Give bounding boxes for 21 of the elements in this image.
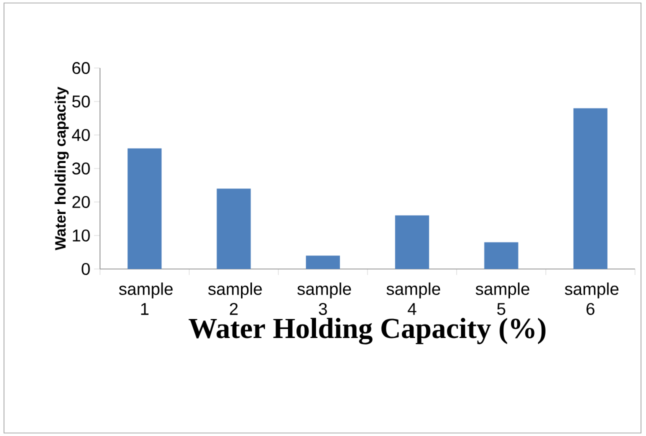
bar <box>128 148 162 269</box>
bar <box>573 108 608 269</box>
x-tick-label: sample 3 <box>297 282 351 315</box>
y-tick-label: 30 <box>72 162 90 175</box>
bar <box>216 188 251 269</box>
x-tick-label: sample 6 <box>564 282 618 315</box>
y-tick-label: 20 <box>72 196 90 208</box>
y-tick-label: 10 <box>72 229 90 242</box>
x-tick-label: sample 1 <box>119 282 173 315</box>
bar <box>484 242 518 269</box>
y-tick-label: 0 <box>82 262 90 276</box>
x-axis-title: Water Holding Capacity (%) <box>188 318 546 344</box>
bar <box>395 215 430 269</box>
y-tick-label: 40 <box>72 128 90 142</box>
x-tick-label: sample 4 <box>386 282 440 315</box>
x-tick-label: sample 5 <box>476 282 530 315</box>
y-tick-label: 50 <box>72 95 90 108</box>
x-tick-label: sample 2 <box>208 282 262 315</box>
y-tick-label: 60 <box>72 62 90 74</box>
bar <box>306 256 340 269</box>
y-axis-title: Water holding capacity <box>54 86 69 250</box>
